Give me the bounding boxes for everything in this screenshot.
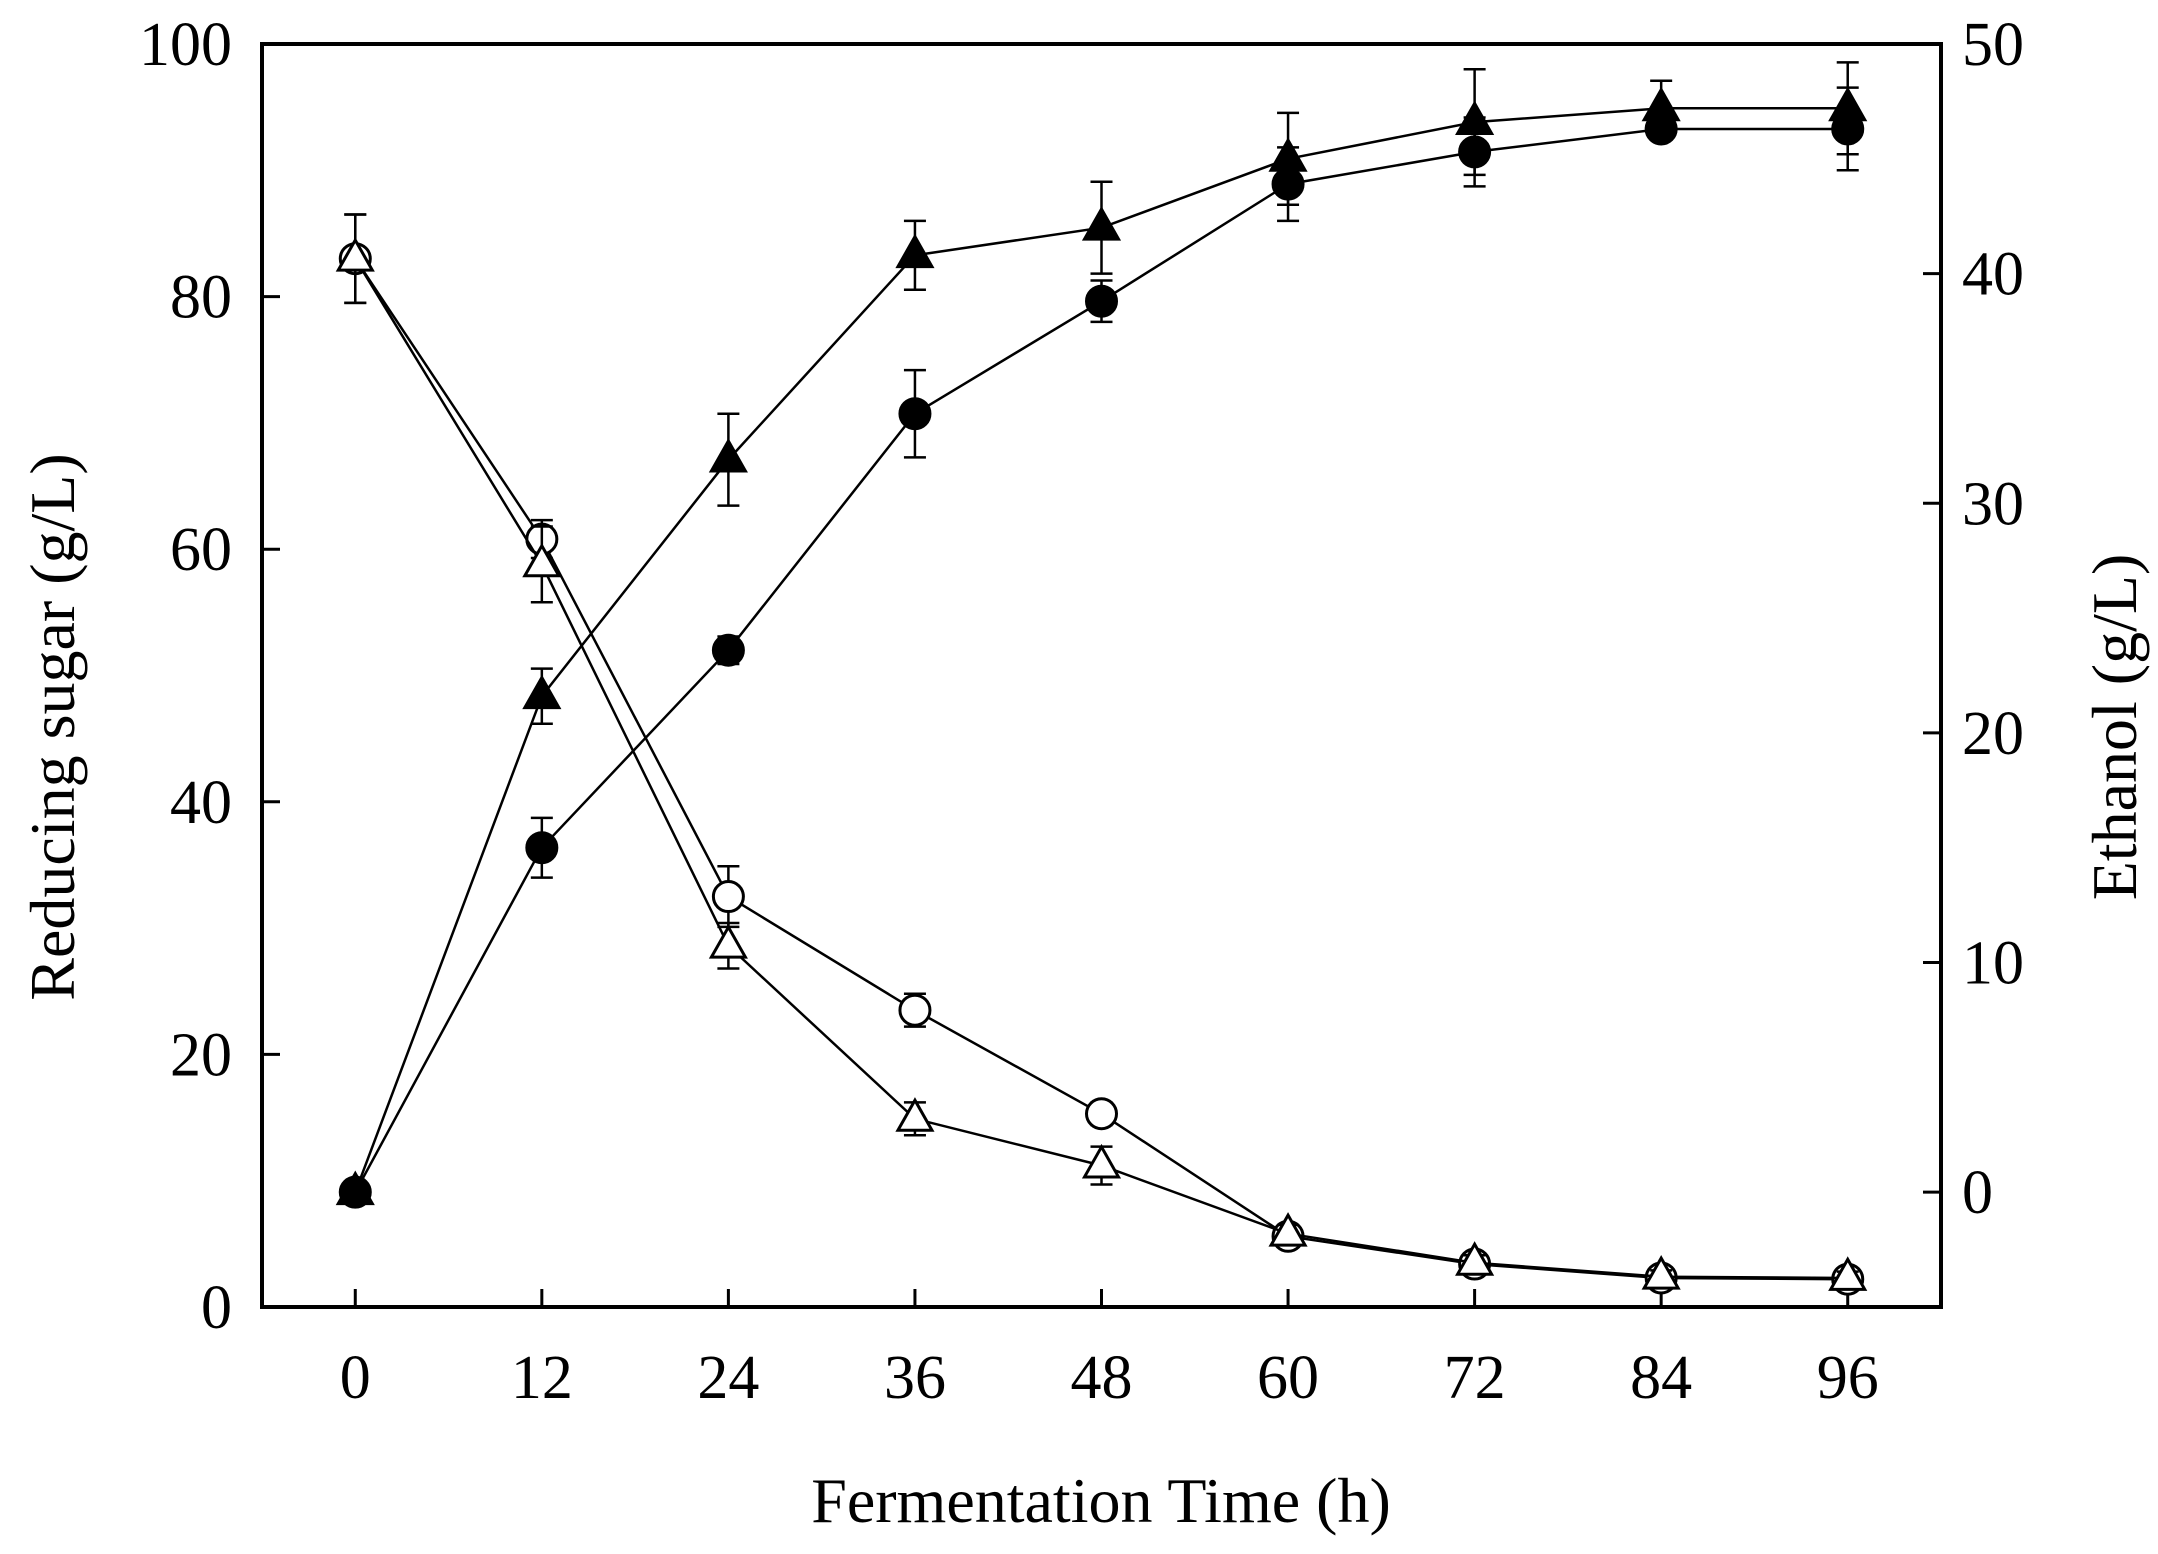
y-right-tick-label: 50 (1962, 11, 2024, 79)
x-axis-title: Fermentation Time (h) (811, 1465, 1391, 1536)
data-point-circle (525, 831, 559, 865)
x-tick-label: 60 (1257, 1344, 1319, 1412)
data-point-triangle (1641, 1255, 1681, 1290)
y-axis-right-title: Ethanol (g/L) (2079, 554, 2150, 901)
data-point-circle (711, 880, 745, 914)
data-point-triangle (708, 924, 748, 959)
data-point-triangle (1268, 137, 1308, 172)
data-point-triangle (335, 1170, 375, 1206)
y-left-tick-label: 0 (201, 1274, 232, 1342)
x-tick-label: 84 (1630, 1344, 1692, 1412)
data-point-triangle (335, 237, 375, 272)
y-axis-left-title: Reducing sugar (g/L) (17, 453, 88, 1000)
data-point-circle (898, 993, 932, 1027)
data-point-triangle (1455, 1241, 1495, 1276)
data-point-triangle (522, 674, 562, 710)
data-point-triangle (1268, 1212, 1308, 1247)
data-point-circle (711, 633, 745, 667)
x-tick-label: 12 (511, 1344, 573, 1412)
x-tick-label: 48 (1071, 1344, 1133, 1412)
series-reducing-sugar-open-circle (338, 213, 1865, 1296)
tick-labels: 0 12 24 36 48 60 72 84 96 0 20 40 60 80 100 0 10 20 30 40 50 (139, 11, 2024, 1412)
series-ethanol-filled-triangle (335, 61, 1868, 1206)
x-tick-label: 72 (1444, 1344, 1506, 1412)
data-point-triangle (1828, 1256, 1868, 1291)
data-point-triangle (522, 542, 562, 578)
data-point-triangle (1455, 100, 1495, 135)
data-point-triangle (708, 437, 748, 473)
x-tick-label: 24 (697, 1344, 759, 1412)
y-right-tick-label: 10 (1962, 930, 2024, 998)
y-right-tick-label: 30 (1962, 470, 2024, 538)
y-right-tick-label: 40 (1962, 241, 2024, 309)
y-left-tick-label: 40 (170, 769, 232, 837)
data-point-triangle (1828, 86, 1868, 122)
series-layer (335, 61, 1868, 1296)
y-right-tick-label: 0 (1962, 1159, 1993, 1227)
data-point-triangle (1081, 1143, 1122, 1179)
series-reducing-sugar-open-triangle (335, 213, 1868, 1291)
y-left-tick-label: 80 (170, 264, 232, 332)
y-left-tick-label: 60 (170, 516, 232, 584)
y-left-tick-label: 20 (170, 1021, 232, 1089)
data-point-circle (1085, 1097, 1118, 1131)
x-tick-label: 0 (340, 1344, 371, 1412)
data-point-triangle (1081, 206, 1122, 241)
data-point-circle (1085, 284, 1118, 318)
x-tick-label: 36 (884, 1344, 946, 1412)
data-point-circle (898, 397, 932, 431)
y-right-tick-label: 20 (1962, 700, 2024, 768)
y-left-tick-label: 100 (139, 11, 232, 79)
data-point-triangle (895, 233, 935, 269)
data-point-triangle (895, 1097, 935, 1132)
x-tick-label: 96 (1817, 1344, 1879, 1412)
data-point-triangle (1641, 86, 1681, 122)
